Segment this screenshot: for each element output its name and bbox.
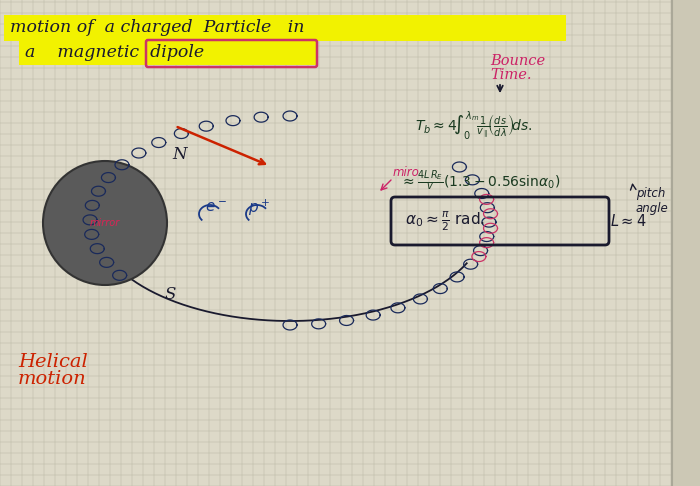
Text: $e^-$: $e^-$: [205, 201, 227, 215]
FancyBboxPatch shape: [19, 41, 316, 65]
Text: pitch
angle: pitch angle: [636, 187, 668, 215]
Text: Time.: Time.: [490, 68, 531, 82]
Ellipse shape: [43, 161, 167, 285]
Text: Bounce: Bounce: [490, 54, 545, 68]
Text: motion of  a charged  Particle   in: motion of a charged Particle in: [10, 19, 304, 36]
Text: $\alpha_0 \approx \frac{\pi}{2}\ \mathrm{rad.}$: $\alpha_0 \approx \frac{\pi}{2}\ \mathrm…: [405, 209, 485, 233]
FancyBboxPatch shape: [4, 15, 566, 41]
Text: miro: miro: [393, 166, 420, 179]
Text: motion: motion: [18, 370, 87, 388]
Text: N: N: [172, 146, 186, 163]
Text: S: S: [165, 286, 176, 303]
Text: $p^+$: $p^+$: [248, 198, 270, 218]
Text: a    magnetic  dipole: a magnetic dipole: [25, 45, 204, 62]
Text: mirror: mirror: [90, 218, 120, 228]
Text: $T_b \approx 4\!\int_0^{\lambda_m}\!\frac{1}{v_{\parallel}}\!\left(\frac{ds}{d\l: $T_b \approx 4\!\int_0^{\lambda_m}\!\fra…: [415, 110, 533, 142]
Text: Helical: Helical: [18, 353, 88, 371]
Text: $L\approx 4$: $L\approx 4$: [610, 213, 647, 229]
Text: $\approx \frac{4L\,R_E}{v}(1.3 - 0.56\sin\!\alpha_0)$: $\approx \frac{4L\,R_E}{v}(1.3 - 0.56\si…: [400, 169, 561, 193]
